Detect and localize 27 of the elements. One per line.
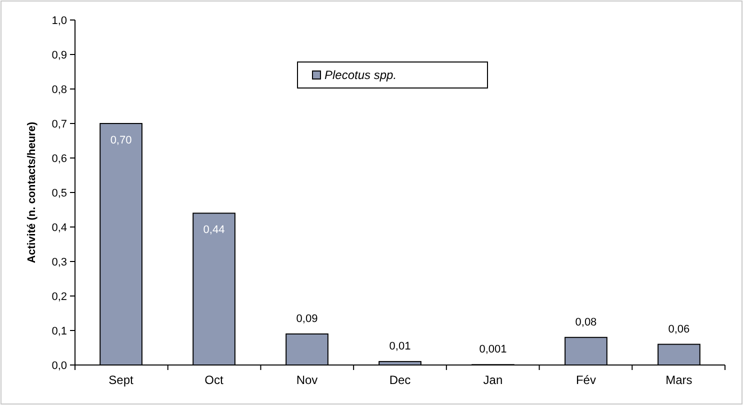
data-label: 0,01 [389, 340, 411, 353]
y-tick-label: 0,7 [52, 118, 67, 130]
data-label: 0,001 [479, 344, 507, 356]
data-label: 0,06 [668, 323, 690, 336]
y-tick-label: 0,8 [52, 84, 67, 96]
y-tick-label: 0,2 [52, 291, 67, 303]
y-tick-label: 0,0 [52, 360, 67, 372]
x-tick-label: Dec [389, 373, 411, 387]
x-tick-label: Oct [204, 373, 224, 387]
data-label: 0,09 [296, 312, 318, 325]
y-tick-label: 0,6 [52, 153, 67, 165]
x-tick-label: Sept [108, 373, 134, 387]
data-label: 0,08 [575, 316, 597, 328]
x-tick-label: Fév [576, 373, 596, 387]
legend-label: Plecotus spp. [324, 68, 397, 82]
y-tick-label: 1,0 [52, 15, 67, 27]
x-tick-label: Mars [666, 373, 692, 387]
y-axis-title: Activité (n. contacts/heure) [26, 122, 38, 264]
data-label: 0,70 [110, 134, 132, 146]
x-tick-label: Nov [296, 373, 318, 387]
data-label: 0,44 [203, 224, 225, 236]
x-tick-label: Jan [483, 373, 503, 387]
y-tick-label: 0,1 [52, 326, 67, 338]
y-tick-label: 0,9 [52, 50, 67, 62]
y-tick-label: 0,4 [52, 222, 67, 234]
y-tick-label: 0,5 [52, 188, 67, 200]
y-tick-label: 0,3 [52, 256, 67, 268]
